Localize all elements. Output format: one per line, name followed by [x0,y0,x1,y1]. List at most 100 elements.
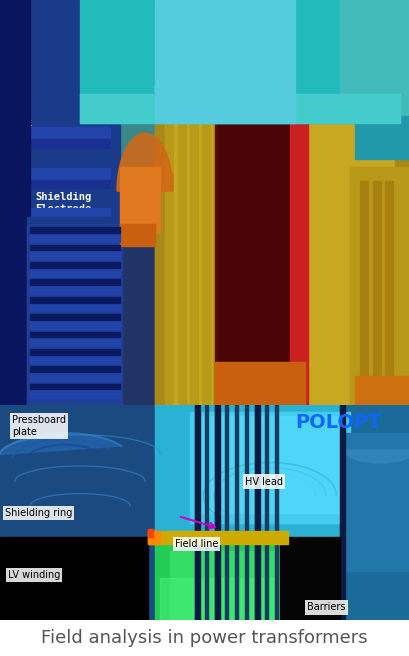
Bar [5,342,110,350]
Bar [30,262,120,268]
Bar [345,433,409,571]
Bar [148,529,153,537]
Text: Field analysis in power transformers: Field analysis in power transformers [41,629,368,647]
Bar [30,302,120,312]
Bar [0,537,148,620]
Bar [5,289,110,310]
Bar [30,245,120,251]
Bar [155,0,400,405]
Bar [30,251,120,259]
Bar [160,579,330,620]
Bar [290,87,308,405]
Text: Barriers: Barriers [307,602,346,613]
Bar [355,377,409,405]
Bar [30,285,120,294]
Bar [178,0,186,405]
Text: HV Winding: HV Winding [230,321,292,331]
Bar [245,405,248,620]
Bar [202,0,210,405]
Bar [215,405,218,620]
Bar [30,279,120,285]
Bar [155,405,385,537]
Bar [265,405,268,620]
Bar [27,217,122,405]
Bar [190,0,198,405]
Bar [30,314,120,320]
Bar [280,537,340,620]
Bar [30,337,120,346]
Bar [148,531,288,544]
Bar [170,551,325,620]
Bar [190,413,350,523]
Bar [155,0,170,405]
Bar [215,0,305,405]
Text: Shielding
Electrode: Shielding Electrode [35,192,91,213]
Bar [5,249,110,270]
Bar [120,224,155,246]
Polygon shape [0,433,121,455]
Bar [195,405,198,620]
Bar [213,0,221,405]
Bar [0,405,180,620]
Bar [5,220,110,229]
Bar [5,139,110,148]
Bar [0,0,409,217]
Bar [218,0,302,405]
Bar [215,405,220,620]
Text: Pressboard
Plate: Pressboard Plate [115,35,178,57]
Bar [30,355,120,363]
Text: LV Winding: LV Winding [40,321,103,331]
Bar [30,349,120,355]
Text: Tank: Tank [8,118,33,128]
Bar [30,0,380,174]
Bar [30,297,120,302]
Bar [148,531,160,544]
Bar [215,362,305,405]
Bar [385,181,393,405]
Bar [340,405,345,620]
Bar [30,268,120,277]
Bar [290,0,308,87]
Bar [255,405,258,620]
Bar [205,405,208,620]
Text: POLOPT: POLOPT [295,413,382,432]
Bar [235,405,238,620]
Bar [30,228,120,233]
Bar [80,0,400,123]
Bar [120,167,160,232]
Bar [275,405,278,620]
Bar [165,0,173,405]
Bar [5,382,110,391]
Text: HV lead: HV lead [245,476,283,487]
Bar [195,405,200,620]
Polygon shape [345,451,409,463]
Text: Pressboard
plate: Pressboard plate [12,415,66,437]
Bar [350,167,409,405]
Bar [0,0,120,405]
Bar [200,416,340,513]
Bar [255,405,260,620]
Bar [5,168,110,188]
Bar [30,366,120,372]
Bar [5,371,110,391]
Bar [0,405,170,620]
Bar [225,405,228,620]
Bar [30,390,120,398]
Bar [30,320,120,329]
Text: LV winding: LV winding [8,570,61,580]
Bar [155,0,295,123]
Text: Insulation
Barriers: Insulation Barriers [355,192,409,213]
Bar [80,94,400,123]
Bar [30,384,120,390]
Bar [30,372,120,380]
Bar [360,181,368,405]
Bar [5,209,110,229]
Text: Field line: Field line [175,539,218,549]
Bar [395,145,409,405]
Bar [0,0,30,405]
Bar [5,127,110,148]
Bar [27,224,122,405]
Text: HV Output
Lead: HV Output Lead [220,62,276,83]
Bar [30,233,120,242]
Bar [355,116,409,159]
